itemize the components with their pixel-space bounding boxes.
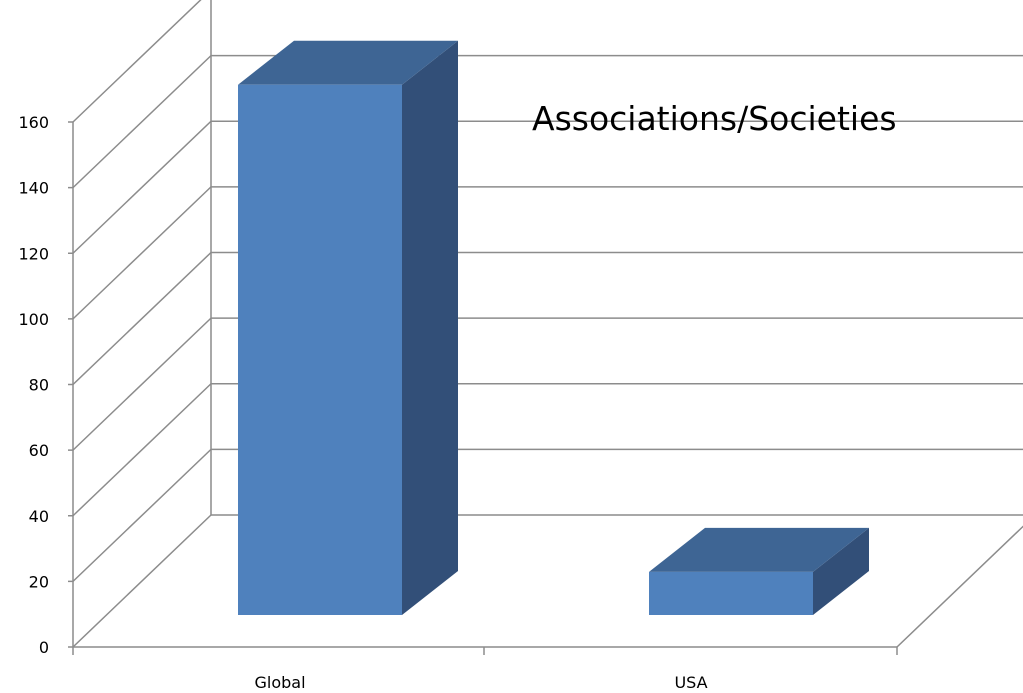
bar-top-face bbox=[649, 527, 869, 572]
bar-usa bbox=[649, 527, 869, 615]
bar-global bbox=[238, 40, 458, 615]
bar-front-face bbox=[649, 571, 813, 615]
x-tick-label: USA bbox=[674, 673, 707, 692]
side-gridline bbox=[72, 120, 212, 254]
axes: 0 20 40 60 80 100 120 140 160 Global USA bbox=[18, 113, 898, 692]
y-tick-label: 160 bbox=[18, 113, 49, 132]
floor-right-edge bbox=[896, 525, 1023, 648]
side-gridline bbox=[72, 55, 212, 189]
bar-front-face bbox=[238, 84, 402, 615]
gridlines bbox=[72, 0, 1023, 648]
y-tick-label: 80 bbox=[29, 376, 49, 395]
chart-title: Associations/Societies bbox=[532, 99, 897, 138]
y-tick-label: 120 bbox=[18, 244, 49, 263]
y-tick-label: 60 bbox=[29, 441, 49, 460]
x-tick-label: Global bbox=[254, 673, 305, 692]
side-gridline bbox=[72, 514, 212, 648]
bar-side-face bbox=[402, 40, 458, 615]
y-tick-label: 0 bbox=[39, 638, 49, 657]
side-gridline bbox=[72, 383, 212, 517]
side-gridline bbox=[72, 448, 212, 582]
y-tick-label: 140 bbox=[18, 179, 49, 198]
bars bbox=[238, 40, 869, 615]
side-gridline bbox=[72, 186, 212, 320]
y-tick-label: 40 bbox=[29, 507, 49, 526]
bar-top-face bbox=[238, 40, 458, 85]
bar-side-face bbox=[813, 527, 869, 615]
side-gridline bbox=[72, 0, 202, 123]
y-tick-label: 20 bbox=[29, 572, 49, 591]
side-gridline bbox=[72, 317, 212, 451]
y-tick-label: 100 bbox=[18, 310, 49, 329]
side-gridline bbox=[72, 251, 212, 386]
